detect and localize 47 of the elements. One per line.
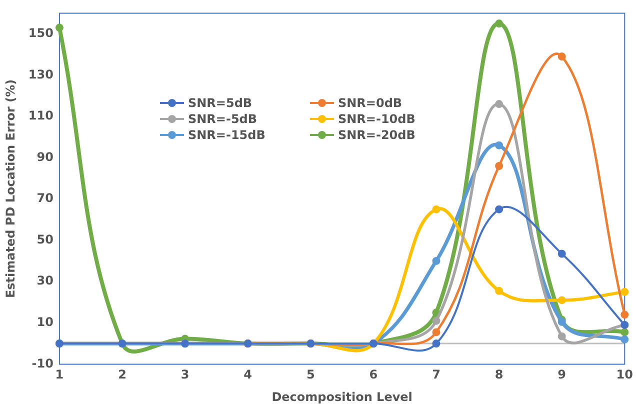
x-tick-label: 2: [118, 368, 126, 382]
y-tick-label: 90: [36, 150, 54, 164]
point: [432, 340, 440, 348]
y-tick-label: 50: [36, 232, 54, 246]
y-tick-label: 70: [36, 191, 54, 206]
point: [495, 100, 504, 108]
x-tick-label: 3: [180, 368, 190, 382]
legend-label: SNR=-5dB: [188, 112, 258, 126]
y-tick-label: 30: [36, 274, 54, 288]
x-tick-label: 7: [432, 368, 440, 382]
x-tick-label: 1: [55, 368, 64, 382]
point: [432, 316, 440, 325]
x-tick-label: 5: [306, 368, 315, 382]
point: [558, 332, 566, 340]
y-tick-label: 130: [28, 67, 54, 82]
x-tick-label: 6: [369, 368, 378, 382]
point: [495, 141, 504, 150]
legend-label: SNR=0dB: [338, 96, 402, 110]
point: [55, 24, 64, 32]
point: [432, 205, 440, 214]
point: [495, 162, 504, 170]
x-tick-label: 9: [558, 368, 566, 382]
point: [558, 296, 566, 304]
y-tick-label: 150: [28, 26, 54, 40]
point: [432, 328, 440, 336]
y-tick-label: 10: [36, 315, 54, 330]
point: [495, 205, 504, 214]
x-tick-label: 4: [244, 368, 252, 382]
x-tick-label: 10: [616, 368, 633, 382]
point: [432, 256, 440, 265]
x-axis-title: Decomposition Level: [272, 390, 412, 404]
point: [558, 52, 566, 61]
point: [620, 328, 629, 336]
y-axis-title: Estimated PD Location Error (%): [3, 79, 18, 298]
x-tick-label: 8: [494, 368, 504, 382]
legend-label: SNR=-20dB: [338, 128, 416, 142]
y-tick-label: -10: [32, 356, 54, 370]
legend-label: SNR=5dB: [188, 96, 252, 110]
point: [620, 310, 629, 319]
legend-label: SNR=-15dB: [188, 128, 266, 142]
point: [558, 250, 566, 258]
legend-label: SNR=-10dB: [338, 112, 416, 126]
point: [495, 286, 504, 295]
point: [620, 288, 629, 296]
point: [495, 20, 504, 28]
point: [620, 335, 629, 344]
y-tick-label: 110: [28, 108, 54, 123]
